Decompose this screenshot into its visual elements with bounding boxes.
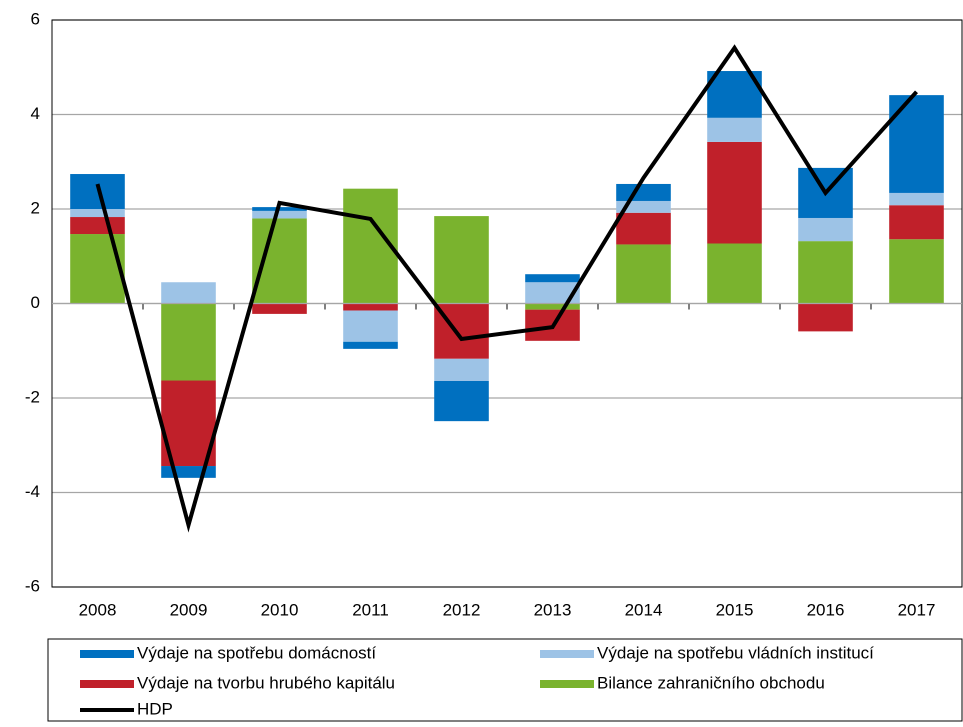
bar-segment	[434, 358, 489, 381]
bar-segment	[707, 141, 762, 244]
bar-segment	[889, 95, 944, 193]
x-tick-label: 2009	[170, 600, 208, 619]
y-tick-label: -4	[25, 482, 40, 501]
bar-segment	[798, 241, 853, 304]
y-tick-label: -6	[25, 576, 40, 595]
x-tick-label: 2015	[716, 600, 754, 619]
bar-segment	[434, 380, 489, 422]
bar-segment	[343, 341, 398, 349]
bar-segment	[252, 303, 307, 314]
legend-box	[47, 638, 963, 722]
y-tick-label: -2	[25, 387, 40, 406]
bar-segment	[889, 192, 944, 206]
legend-label: Výdaje na tvorbu hrubého kapitálu	[137, 673, 395, 692]
bar-segment	[616, 200, 671, 213]
bar-segment	[161, 282, 216, 304]
x-tick-label: 2013	[534, 600, 572, 619]
y-tick-label: 0	[31, 293, 40, 312]
legend-label: Bilance zahraničního obchodu	[597, 673, 825, 692]
bar-segment	[70, 217, 125, 235]
x-tick-label: 2010	[261, 600, 299, 619]
bar-segment	[798, 303, 853, 332]
legend-swatch	[80, 680, 134, 688]
bar-segment	[525, 303, 580, 310]
bar-segment	[161, 466, 216, 478]
legend-swatch	[540, 650, 594, 658]
x-tick-label: 2017	[898, 600, 936, 619]
bar-segment	[434, 216, 489, 304]
bar-segment	[161, 303, 216, 381]
line-series	[95, 44, 918, 533]
bar-segment	[252, 218, 307, 304]
bar-segment	[252, 210, 307, 219]
bar-segment	[889, 239, 944, 304]
x-tick-label: 2014	[625, 600, 663, 619]
bar-segment	[707, 117, 762, 142]
x-tick-label: 2011	[352, 600, 389, 619]
bar-segment	[889, 205, 944, 240]
x-tick-label: 2008	[79, 600, 117, 619]
bar-segment	[707, 243, 762, 304]
bar-segment	[616, 244, 671, 304]
bar-segment	[525, 282, 580, 304]
bar-segment	[70, 209, 125, 218]
legend-swatch	[80, 650, 134, 658]
bar-segment	[798, 217, 853, 242]
bar-segment	[525, 274, 580, 283]
legend-label: Výdaje na spotřebu domácností	[137, 643, 376, 662]
bar-segment	[616, 212, 671, 245]
bar-segment	[343, 310, 398, 342]
y-tick-label: 4	[31, 104, 40, 123]
bar-segment	[616, 183, 671, 201]
legend-label: HDP	[137, 699, 173, 718]
y-tick-label: 2	[31, 198, 40, 217]
bar-segment	[70, 234, 125, 304]
x-tick-label: 2012	[443, 600, 481, 619]
bar-segment	[343, 303, 398, 311]
legend-label: Výdaje na spotřebu vládních institucí	[597, 643, 874, 662]
legend-swatch	[540, 680, 594, 688]
y-tick-label: 6	[31, 9, 40, 28]
x-tick-label: 2016	[807, 600, 845, 619]
